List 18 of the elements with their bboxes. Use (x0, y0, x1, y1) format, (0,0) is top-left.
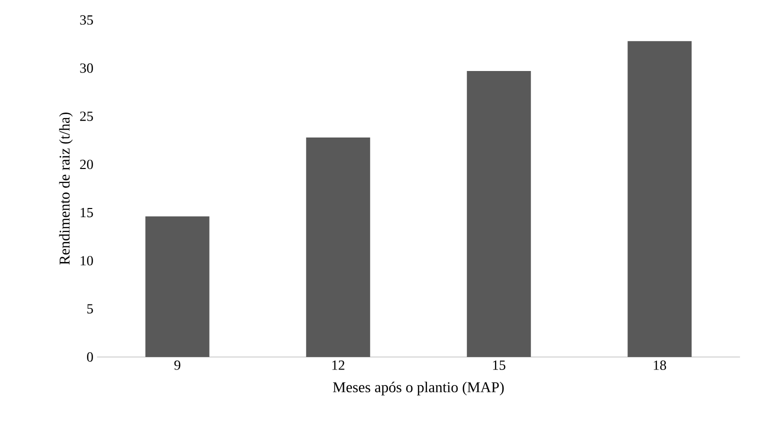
bar (466, 71, 531, 357)
x-tick-label: 18 (654, 360, 666, 370)
x-axis-title: Meses após o plantio (MAP) (333, 382, 504, 396)
y-tick-label: 15 (80, 208, 93, 218)
y-tick-label: 5 (87, 304, 93, 314)
bar (628, 41, 692, 357)
y-tick-label: 10 (80, 256, 93, 266)
x-tick-label: 9 (174, 360, 180, 370)
y-tick-label: 25 (80, 112, 93, 121)
y-tick-label: 0 (87, 352, 93, 362)
bar (145, 216, 210, 357)
bar (306, 137, 370, 357)
y-tick-label: 35 (80, 15, 93, 25)
y-axis-title: Rendimento de raiz (t/ha) (59, 112, 73, 265)
y-tick-label: 30 (80, 63, 93, 73)
x-tick-label: 15 (493, 360, 506, 370)
x-tick-label: 12 (332, 360, 344, 370)
y-tick-label: 20 (80, 160, 93, 170)
